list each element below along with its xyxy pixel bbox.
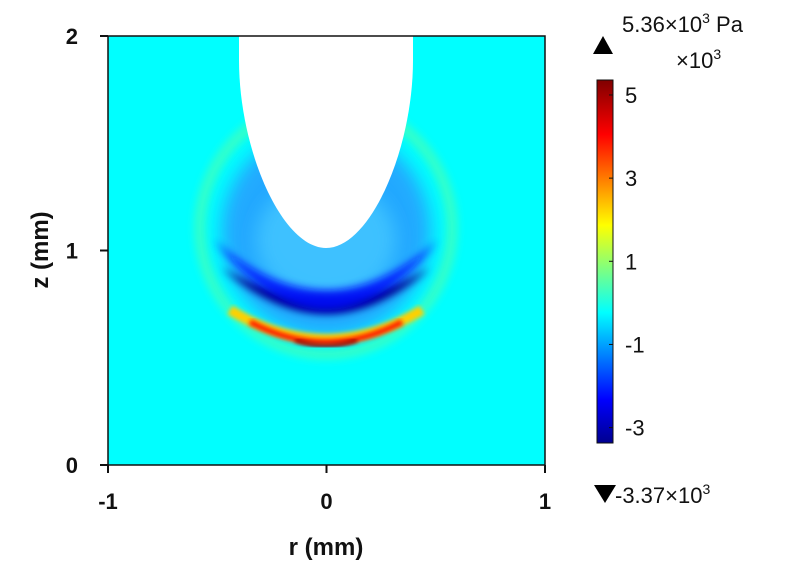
min-annotation-exponent: 3 — [702, 481, 710, 497]
x-axis-title: r (mm) — [289, 534, 364, 561]
min-annotation: -3.37×103 — [615, 481, 710, 508]
positive-front-peak — [294, 338, 358, 348]
colorbar-ticks: 5 3 1 -1 -3 — [609, 83, 645, 441]
heatmap-field — [108, 36, 545, 465]
x-tick-label: -1 — [98, 489, 118, 514]
max-annotation-unit: Pa — [710, 12, 744, 37]
colorbar-multiplier-base: ×10 — [676, 48, 713, 73]
y-tick-label: 1 — [66, 239, 78, 264]
x-tick-labels: -1 0 1 — [98, 489, 551, 514]
void-region — [239, 36, 413, 248]
colorbar-multiplier-exponent: 3 — [713, 46, 721, 62]
colorbar-tick-label: 1 — [625, 249, 637, 274]
colorbar-tick-label: 5 — [625, 83, 637, 108]
max-annotation: 5.36×103 Pa — [622, 10, 744, 37]
max-annotation-base: 5.36×10 — [622, 12, 702, 37]
tick-marks — [100, 35, 546, 473]
x-tick-label: 0 — [320, 489, 332, 514]
negative-shell-mid — [214, 240, 438, 310]
max-triangle-icon — [593, 36, 613, 54]
min-annotation-base: -3.37×10 — [615, 483, 702, 508]
colorbar-multiplier: ×103 — [676, 46, 721, 73]
y-axis-title: z (mm) — [27, 211, 54, 288]
colorbar-tick-label: 3 — [625, 166, 637, 191]
negative-shell-dark — [222, 268, 430, 314]
x-tick-label: 1 — [539, 489, 551, 514]
colorbar-tick-label: -3 — [625, 416, 645, 441]
positive-front-red — [248, 319, 404, 345]
max-annotation-exponent: 3 — [702, 10, 710, 26]
y-tick-label: 0 — [66, 453, 78, 478]
colorbar-tick-label: -1 — [625, 332, 645, 357]
min-triangle-icon — [594, 485, 616, 503]
y-tick-label: 2 — [66, 24, 78, 49]
y-tick-labels: 0 1 2 — [66, 24, 78, 478]
